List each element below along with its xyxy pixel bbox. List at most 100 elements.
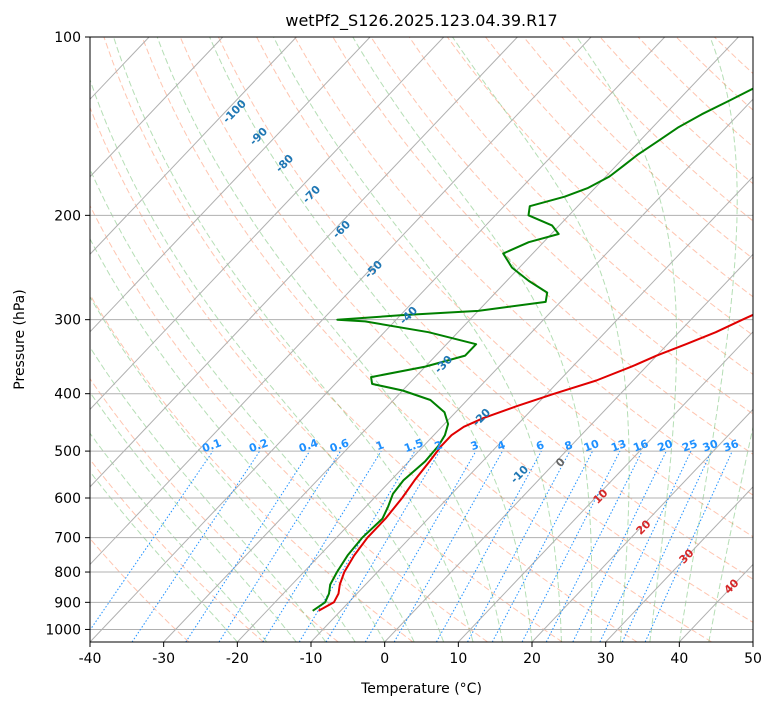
dry-adiabat-line <box>179 37 753 623</box>
isotherm-line <box>90 37 445 411</box>
isotherm-line <box>457 331 753 642</box>
y-tick-label: 400 <box>54 387 81 403</box>
mixing-ratio-line <box>545 450 643 642</box>
mixing-ratio-label: 1.5 <box>402 436 425 455</box>
dry-adiabat-line <box>217 37 753 580</box>
x-tick-label: 30 <box>597 651 615 667</box>
moist-adiabat-line <box>708 424 753 642</box>
moist-adiabat-line <box>576 37 678 642</box>
y-tick-label: 200 <box>54 208 81 224</box>
mixing-ratio-label: 16 <box>631 437 650 455</box>
y-tick-label: 700 <box>54 531 81 547</box>
moist-adiabat-line <box>273 37 562 642</box>
x-tick-label: -10 <box>300 651 323 667</box>
mixing-ratio-label: 13 <box>609 437 628 454</box>
y-axis-title: Pressure (hPa) <box>12 289 28 389</box>
mixing-ratio-line <box>599 450 692 642</box>
y-tick-label: 500 <box>54 444 81 460</box>
mixing-ratio-label: 0.2 <box>247 436 270 455</box>
mixing-ratio-label: 36 <box>722 437 741 455</box>
mixing-ratio-label: 1 <box>374 438 386 453</box>
mixing-ratio-line <box>435 450 542 642</box>
moist-adiabat-line <box>678 37 738 642</box>
moist-adiabat-line <box>113 37 474 642</box>
moist-adiabat-line <box>156 37 503 642</box>
x-tick-label: 50 <box>744 651 762 667</box>
temperature-line <box>318 313 753 612</box>
mixing-ratio-line <box>393 450 503 642</box>
mixing-ratio-label: 3 <box>469 438 481 453</box>
mixing-ratio-line <box>572 450 667 642</box>
moist-adiabat-line <box>352 37 593 642</box>
mixing-ratio-line <box>218 450 341 642</box>
isotherm-line <box>531 408 753 642</box>
y-tick-label: 1000 <box>45 622 81 638</box>
mixing-ratio-label: 4 <box>495 438 507 453</box>
isotherm-line <box>90 37 518 488</box>
chart-title: wetPf2_S126.2025.123.04.39.R17 <box>285 11 557 31</box>
isotherm-line <box>90 37 371 333</box>
moist-adiabat-line <box>90 237 386 642</box>
y-tick-label: 900 <box>54 595 81 611</box>
plot-area: -100-90-80-70-60-50-40-30-20-100.1 0.2 0.4… <box>90 37 753 642</box>
moist-adiabat-line <box>209 37 533 642</box>
moist-adiabat-line <box>452 37 630 642</box>
series-lines <box>312 87 753 612</box>
mixing-ratio-label: 30 <box>701 437 720 455</box>
dry-adiabat-line <box>90 106 563 642</box>
isotherm-line <box>236 98 753 642</box>
x-tick-label: 20 <box>523 651 541 667</box>
mixing-ratio-label: 0.6 <box>328 436 351 455</box>
y-tick-label: 800 <box>54 565 81 581</box>
mixing-ratio-line <box>521 450 621 642</box>
moist-adiabat-line <box>90 346 327 642</box>
x-tick-label: -30 <box>152 651 175 667</box>
moist-adiabat-line <box>90 78 445 642</box>
mixing-ratio-label: 2 <box>433 438 445 453</box>
x-tick-label: 0 <box>380 651 389 667</box>
dry-adiabat-line <box>103 37 638 642</box>
isotherm-line <box>384 253 753 642</box>
x-tick-label: 40 <box>670 651 688 667</box>
mixing-ratio-label: 10 <box>582 437 601 455</box>
mixing-ratio-label: 6 <box>534 438 546 453</box>
mixing-ratio-line <box>621 450 712 642</box>
isotherm-line <box>90 37 297 256</box>
y-tick-label: 100 <box>54 30 81 46</box>
mixing-ratio-line <box>90 450 214 631</box>
moist-adiabat-line <box>90 391 297 642</box>
moist-adiabats <box>90 37 753 642</box>
isotherm-line <box>90 37 592 566</box>
x-axis-title: Temperature (°C) <box>360 681 482 697</box>
moist-adiabat-line <box>90 295 356 642</box>
mixing-ratio-line <box>491 450 594 642</box>
mixing-ratio-label: 0.4 <box>297 436 320 455</box>
y-tick-label: 300 <box>54 313 81 329</box>
isotherm-line <box>605 486 753 642</box>
mixing-ratio-label: 0.1 <box>200 436 223 455</box>
mixing-ratio-line <box>185 450 311 642</box>
mixing-ratio-line <box>467 450 571 642</box>
mixing-ratio-line <box>298 450 416 642</box>
x-tick-label: -40 <box>79 651 102 667</box>
mixing-ratio-label: 20 <box>656 437 675 455</box>
dry-adiabat-line <box>408 37 753 375</box>
moist-adiabat-line <box>90 167 415 642</box>
x-tick-label: 10 <box>449 651 467 667</box>
moist-adiabat-line <box>90 432 268 642</box>
pressure-grid <box>90 37 753 630</box>
dry-adiabat-line <box>90 204 488 642</box>
isotherm-grid <box>90 37 753 642</box>
isotherm-line <box>310 176 753 642</box>
dry-adiabat-line <box>141 37 712 642</box>
plot-frame <box>89 36 754 643</box>
dewpoint-line <box>312 87 753 612</box>
moist-adiabat-line <box>90 470 238 642</box>
mixing-ratio-label: 8 <box>563 438 575 453</box>
mixing-ratio-lines <box>90 450 733 642</box>
dry-adiabat-line <box>446 37 753 336</box>
y-axis: 100 200 300 400 500 600 700 800 900 1000 <box>45 30 90 638</box>
dry-adiabat-line <box>90 458 264 642</box>
mixing-ratio-label: 25 <box>680 437 699 454</box>
